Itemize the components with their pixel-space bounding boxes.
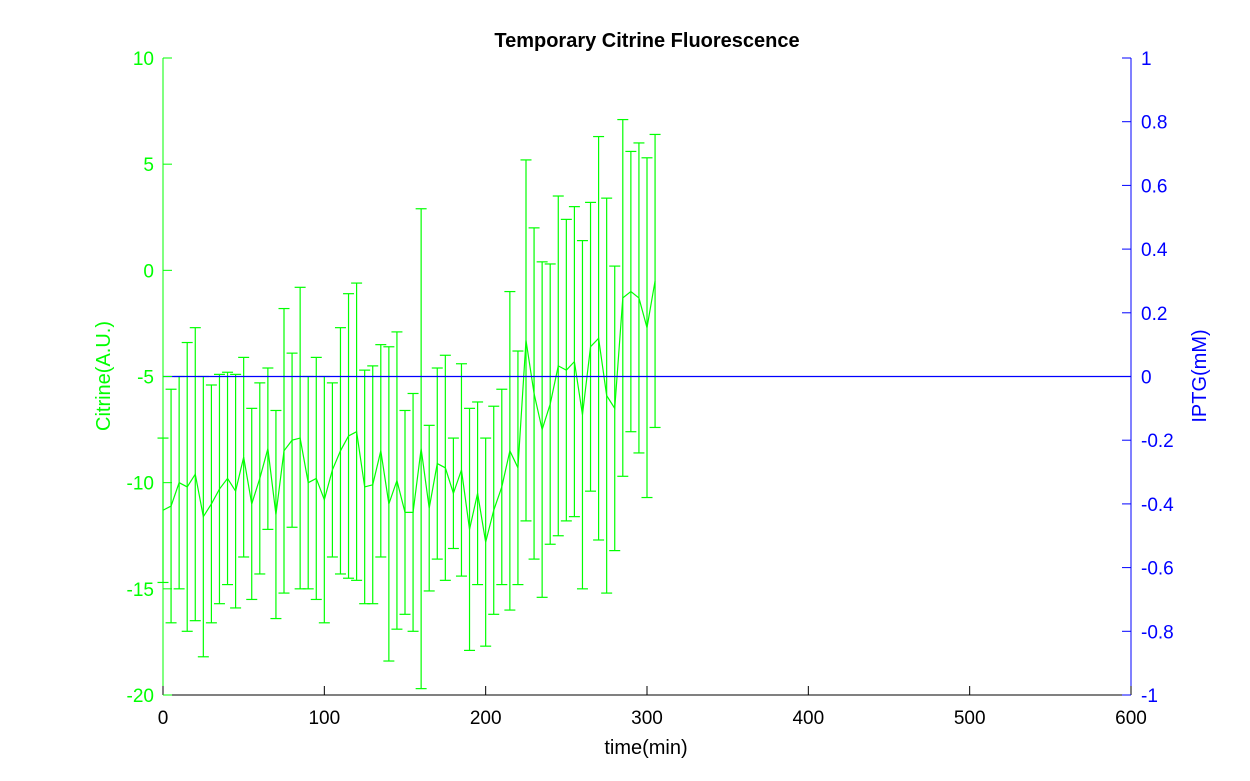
y-right-tick-label: -0.2 xyxy=(1141,431,1174,452)
y-right-tick-label: -0.8 xyxy=(1141,622,1174,643)
y-left-tick-label: -10 xyxy=(127,474,154,495)
x-tick-label: 500 xyxy=(954,708,986,729)
y-left-tick-label: 0 xyxy=(143,261,154,282)
citrine-line xyxy=(162,280,656,543)
citrine-series xyxy=(157,118,661,690)
axes: 0 100 200 300 400 500 6001050-5-10-15-2010.80.… xyxy=(127,49,1175,729)
x-tick-label: 0 xyxy=(158,708,169,729)
x-tick-label: 100 xyxy=(308,708,340,729)
y-right-tick-label: 0.6 xyxy=(1141,176,1167,197)
x-axis-label: time(min) xyxy=(604,737,687,759)
y-right-tick-label: 0.8 xyxy=(1141,113,1167,134)
y-right-tick-label: -0.4 xyxy=(1141,495,1174,516)
y-right-tick-label: -1 xyxy=(1141,686,1158,707)
y-right-tick-label: 0 xyxy=(1141,368,1152,389)
y-right-tick-label: 0.4 xyxy=(1141,240,1168,261)
y-left-tick-label: 10 xyxy=(133,49,154,70)
y-right-tick-label: -0.6 xyxy=(1141,559,1174,580)
y-left-tick-label: -15 xyxy=(127,580,154,601)
x-tick-label: 200 xyxy=(470,708,502,729)
y-left-tick-label: -20 xyxy=(127,686,154,707)
y-axis-left-label: Citrine(A.U.) xyxy=(93,321,115,431)
x-tick-label: 400 xyxy=(792,708,824,729)
x-tick-label: 300 xyxy=(631,708,663,729)
y-axis-right-label: IPTG(mM) xyxy=(1189,329,1211,422)
y-left-tick-label: -5 xyxy=(137,368,154,389)
y-left-tick-label: 5 xyxy=(143,155,154,176)
y-right-tick-label: 0.2 xyxy=(1141,304,1167,325)
x-tick-label: 600 xyxy=(1115,708,1147,729)
y-right-tick-label: 1 xyxy=(1141,49,1152,70)
chart-title: Temporary Citrine Fluorescence xyxy=(494,30,799,52)
